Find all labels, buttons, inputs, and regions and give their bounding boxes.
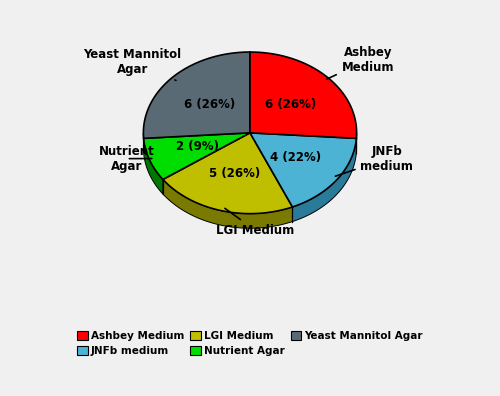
- Text: LGI Medium: LGI Medium: [216, 208, 294, 237]
- PathPatch shape: [250, 133, 356, 207]
- Text: 4 (22%): 4 (22%): [270, 150, 321, 164]
- Polygon shape: [163, 179, 292, 228]
- PathPatch shape: [250, 52, 356, 138]
- PathPatch shape: [144, 133, 250, 179]
- PathPatch shape: [144, 52, 250, 138]
- Legend: Ashbey Medium, JNFb medium, LGI Medium, Nutrient Agar, Yeast Mannitol Agar: Ashbey Medium, JNFb medium, LGI Medium, …: [73, 327, 427, 360]
- Text: 6 (26%): 6 (26%): [265, 98, 316, 110]
- Text: Nutrient
Agar: Nutrient Agar: [98, 145, 154, 173]
- Polygon shape: [292, 138, 356, 221]
- Polygon shape: [144, 138, 163, 194]
- Text: Yeast Mannitol
Agar: Yeast Mannitol Agar: [83, 48, 181, 80]
- Text: JNFb
medium: JNFb medium: [336, 145, 413, 176]
- Text: 6 (26%): 6 (26%): [184, 98, 235, 110]
- PathPatch shape: [163, 133, 292, 213]
- Text: 5 (26%): 5 (26%): [210, 167, 260, 180]
- Text: Ashbey
Medium: Ashbey Medium: [326, 46, 394, 79]
- Text: 2 (9%): 2 (9%): [176, 141, 220, 153]
